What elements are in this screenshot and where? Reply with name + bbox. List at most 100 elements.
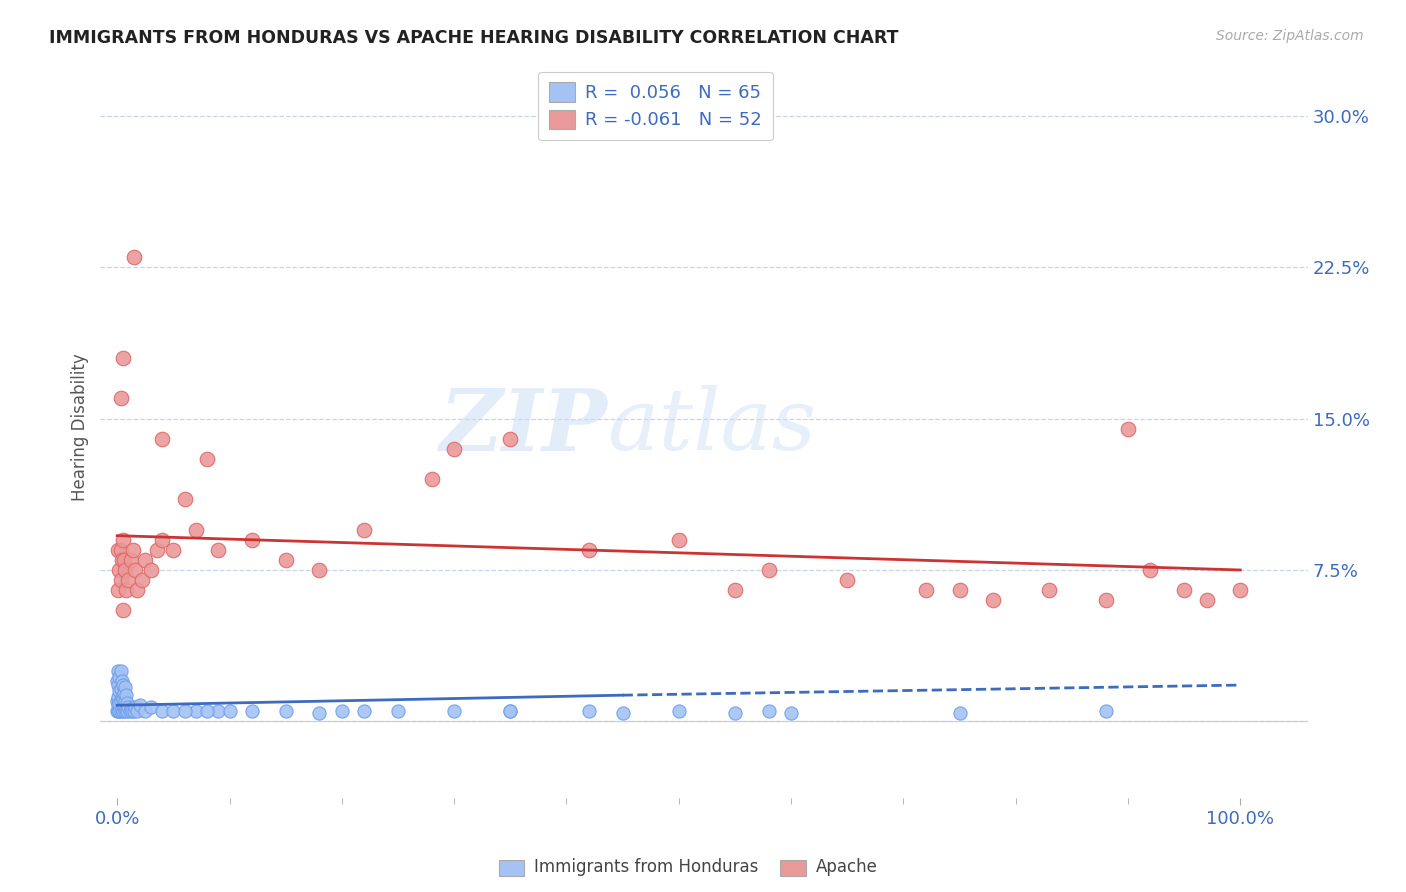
Point (107, 678, 129, 692)
Point (387, 704, 409, 718)
Point (837, 573, 859, 587)
Point (124, 563, 146, 577)
Point (145, 542, 167, 557)
Point (112, 700, 135, 714)
Point (308, 563, 330, 577)
Point (108, 684, 131, 698)
Point (111, 702, 134, 716)
Point (112, 553, 135, 567)
Point (122, 542, 145, 557)
Point (240, 533, 263, 547)
Point (330, 704, 353, 718)
Point (173, 492, 195, 507)
Point (724, 583, 747, 598)
Point (274, 553, 297, 567)
Point (499, 432, 522, 446)
Point (122, 250, 145, 264)
Text: IMMIGRANTS FROM HONDURAS VS APACHE HEARING DISABILITY CORRELATION CHART: IMMIGRANTS FROM HONDURAS VS APACHE HEARI… (49, 29, 898, 46)
Text: Apache: Apache (815, 858, 877, 876)
Point (443, 704, 465, 718)
Point (420, 472, 443, 486)
Point (105, 704, 128, 718)
Point (207, 542, 229, 557)
Point (122, 704, 145, 718)
Point (184, 523, 207, 537)
Point (578, 704, 600, 718)
Point (1173, 583, 1195, 598)
Point (111, 553, 134, 567)
Point (110, 392, 132, 406)
Point (110, 664, 132, 678)
Point (108, 704, 131, 718)
Point (117, 700, 139, 714)
Point (110, 682, 132, 697)
Point (121, 704, 143, 718)
Point (108, 563, 131, 577)
Point (780, 706, 803, 721)
Point (443, 442, 465, 456)
Text: ZIP: ZIP (440, 384, 607, 468)
Point (105, 673, 128, 688)
Point (111, 533, 134, 547)
Point (107, 542, 129, 557)
Point (114, 694, 136, 708)
Point (107, 664, 129, 678)
Point (107, 704, 129, 718)
Point (162, 542, 184, 557)
Point (1139, 563, 1161, 577)
Point (353, 704, 375, 718)
Point (353, 523, 375, 537)
Point (117, 696, 139, 710)
Point (150, 533, 173, 547)
Point (111, 351, 134, 365)
Point (118, 704, 141, 718)
Point (948, 583, 970, 598)
Text: Immigrants from Honduras: Immigrants from Honduras (534, 858, 759, 876)
Point (127, 583, 149, 598)
Point (111, 692, 134, 706)
Point (117, 573, 139, 587)
Point (195, 452, 218, 467)
Point (134, 704, 156, 718)
Point (120, 553, 142, 567)
Point (107, 690, 129, 705)
Point (308, 706, 330, 721)
Text: atlas: atlas (607, 385, 817, 468)
Point (134, 553, 156, 567)
Point (207, 704, 229, 718)
Point (1038, 583, 1060, 598)
Point (139, 563, 162, 577)
Point (117, 704, 139, 718)
Point (110, 542, 132, 557)
Point (218, 704, 240, 718)
Point (1094, 593, 1116, 607)
Point (108, 696, 131, 710)
Point (914, 583, 936, 598)
Point (981, 593, 1004, 607)
Point (139, 700, 162, 714)
Point (1229, 583, 1251, 598)
Point (111, 673, 134, 688)
Point (578, 542, 600, 557)
Point (110, 694, 132, 708)
Point (128, 698, 150, 713)
Point (668, 533, 690, 547)
Point (110, 704, 132, 718)
Point (724, 706, 747, 721)
Point (114, 704, 136, 718)
Point (162, 704, 184, 718)
Point (184, 704, 207, 718)
Point (195, 704, 218, 718)
Point (107, 583, 129, 598)
Point (124, 700, 146, 714)
Point (127, 704, 149, 718)
Point (108, 670, 131, 684)
Point (499, 704, 522, 718)
Point (107, 698, 129, 713)
Point (105, 694, 128, 708)
Text: Source: ZipAtlas.com: Source: ZipAtlas.com (1216, 29, 1364, 43)
Point (111, 678, 134, 692)
Point (1195, 593, 1218, 607)
Point (758, 563, 780, 577)
Point (114, 563, 136, 577)
